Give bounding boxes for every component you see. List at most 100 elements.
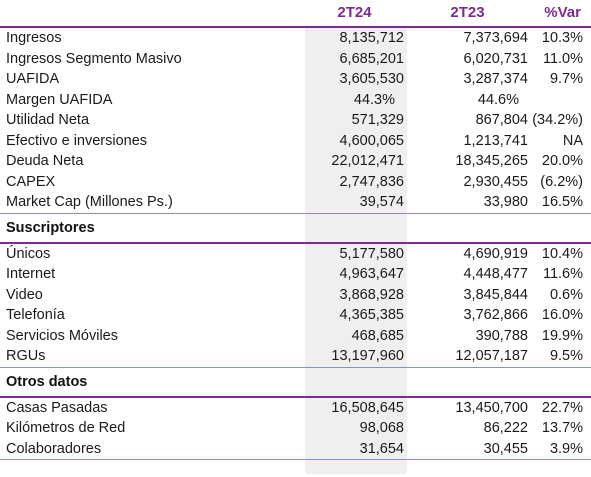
row-label: Colaboradores — [0, 438, 305, 460]
table-row-ingresos: Ingresos 8,135,712 7,373,694 10.3% — [0, 27, 591, 49]
value-var: 11.0% — [542, 50, 583, 67]
value-2t23: 3,762,866 — [463, 307, 528, 323]
row-label: UAFIDA — [6, 71, 60, 87]
row-label: Únicos — [6, 245, 51, 262]
value-var: NA — [562, 132, 583, 149]
row-label: Casas Pasadas — [6, 399, 108, 416]
table-row-ingresos-segmento-masivo: Ingresos Segmento Masivo 6,685,201 6,020,7… — [0, 49, 591, 70]
value-2t23: 33,980 — [483, 194, 528, 210]
table-row-market-cap-millones-ps: Market Cap (Millones Ps.) 39,574 33,980 16.… — [0, 192, 591, 213]
value-var: 16.0% — [541, 307, 583, 323]
value-2t23: 3,845,844 — [463, 286, 528, 303]
value-var: 22.7% — [541, 399, 583, 416]
table-row-unicos: Únicos 5,177,580 4,690,919 10.4% — [0, 243, 591, 265]
table-row-capex: CAPEX 2,747,836 2,930,455 (6.2%) — [0, 172, 591, 193]
value-var: 0.6% — [549, 286, 583, 303]
row-label: Ingresos Segmento Masivo — [6, 50, 182, 67]
table-row-utilidad-neta: Utilidad Neta 571,329 867,804 (34.2%) — [0, 110, 591, 131]
value-2t23: 13,450,700 — [455, 399, 528, 416]
row-label: Video — [6, 286, 43, 303]
row-label: Ingresos — [6, 30, 62, 46]
value-var: 10.4% — [541, 245, 583, 262]
table-row-deuda-neta: Deuda Neta 22,012,471 18,345,265 20.0% — [0, 151, 591, 172]
table-row-telefonia: Telefonía 4,365,385 3,762,866 16.0% — [0, 305, 591, 326]
value-2t24: 3,868,928 — [339, 286, 404, 303]
value-2t24: 4,600,065 — [339, 132, 404, 149]
value-2t23: 4,448,477 — [463, 266, 528, 282]
value-2t23: 12,057,187 — [407, 346, 531, 368]
value-2t24: 3,605,530 — [339, 71, 404, 87]
value-2t24: 2,747,836 — [339, 173, 404, 190]
value-2t23: 390,788 — [475, 327, 528, 344]
table-row-video: Video 3,868,928 3,845,844 0.6% — [0, 285, 591, 306]
value-2t24: 44.3% — [353, 91, 395, 108]
row-label: Kilómetros de Red — [6, 420, 126, 436]
row-label: Margen UAFIDA — [6, 91, 113, 108]
header-2t24: 2T24 — [305, 0, 407, 28]
value-2t23: 44.6% — [477, 91, 519, 108]
value-2t23: 86,222 — [483, 420, 528, 436]
value-2t23: 7,373,694 — [463, 30, 528, 46]
row-label: Servicios Móviles — [6, 327, 118, 344]
value-var — [531, 90, 591, 111]
section-title: Otros datos — [0, 366, 591, 398]
value-2t23: 6,020,731 — [463, 50, 528, 67]
value-2t23: 4,690,919 — [463, 245, 528, 262]
value-2t24: 39,574 — [359, 194, 404, 210]
value-var: (6.2%) — [540, 173, 583, 190]
table-row-internet: Internet 4,963,647 4,448,477 11.6% — [0, 264, 591, 285]
value-2t24: 4,963,647 — [339, 266, 404, 282]
value-var: 19.9% — [541, 327, 583, 344]
row-label: Telefonía — [6, 307, 65, 323]
header-2t23: 2T23 — [407, 0, 531, 28]
table-row-uafida: UAFIDA 3,605,530 3,287,374 9.7% — [0, 69, 591, 90]
value-2t23: 867,804 — [475, 112, 528, 128]
value-var: 9.7% — [549, 71, 583, 87]
financial-table: 2T24 2T23 %Var Ingresos 8,135,712 7,373,69… — [0, 0, 591, 460]
table-row-colaboradores: Colaboradores 31,654 30,455 3.9% — [0, 438, 591, 460]
value-2t24: 16,508,645 — [331, 399, 404, 416]
value-var: 9.5% — [531, 346, 591, 368]
row-label: Efectivo e inversiones — [6, 132, 148, 149]
value-2t23: 30,455 — [407, 438, 531, 460]
row-label: Utilidad Neta — [6, 112, 90, 128]
table-row-rgus: RGUs 13,197,960 12,057,187 9.5% — [0, 346, 591, 368]
row-label: Deuda Neta — [6, 153, 84, 169]
value-2t24: 5,177,580 — [339, 245, 404, 262]
value-2t24: 6,685,201 — [339, 50, 404, 67]
value-2t24: 31,654 — [305, 438, 407, 460]
value-2t23: 1,213,741 — [463, 132, 528, 149]
value-var: 10.3% — [541, 30, 583, 46]
table-row-kilometros-de-red: Kilómetros de Red 98,068 86,222 13.7% — [0, 418, 591, 439]
table-row-casas-pasadas: Casas Pasadas 16,508,645 13,450,700 22.7% — [0, 397, 591, 419]
value-2t24: 98,068 — [359, 420, 404, 436]
value-var: 3.9% — [531, 438, 591, 460]
section-title: Suscriptores — [0, 212, 591, 244]
value-2t24: 22,012,471 — [331, 153, 404, 169]
value-var: 20.0% — [541, 153, 583, 169]
value-var: 11.6% — [542, 266, 583, 282]
value-2t24: 4,365,385 — [339, 307, 404, 323]
value-var: 16.5% — [541, 194, 583, 210]
value-2t24: 8,135,712 — [339, 30, 404, 46]
value-2t24: 13,197,960 — [305, 346, 407, 368]
section-otros-datos: Otros datos — [0, 366, 591, 398]
value-2t23: 2,930,455 — [463, 173, 528, 190]
table-row-efectivo-e-inversiones: Efectivo e inversiones 4,600,065 1,213,741… — [0, 131, 591, 152]
row-label: Internet — [6, 266, 56, 282]
value-2t24: 571,329 — [351, 112, 404, 128]
header-row: 2T24 2T23 %Var — [0, 0, 591, 28]
value-2t23: 3,287,374 — [463, 71, 528, 87]
current-period-column-shade — [305, 28, 407, 474]
section-suscriptores: Suscriptores — [0, 212, 591, 244]
value-var: 13.7% — [541, 420, 583, 436]
value-var: (34.2%) — [532, 112, 583, 128]
header-var: %Var — [531, 0, 591, 28]
table-row-servicios-moviles: Servicios Móviles 468,685 390,788 19.9% — [0, 326, 591, 347]
row-label: RGUs — [0, 346, 305, 368]
header-blank — [0, 0, 305, 28]
row-label: Market Cap (Millones Ps.) — [6, 194, 173, 210]
row-label: CAPEX — [6, 173, 56, 190]
value-2t24: 468,685 — [351, 327, 404, 344]
